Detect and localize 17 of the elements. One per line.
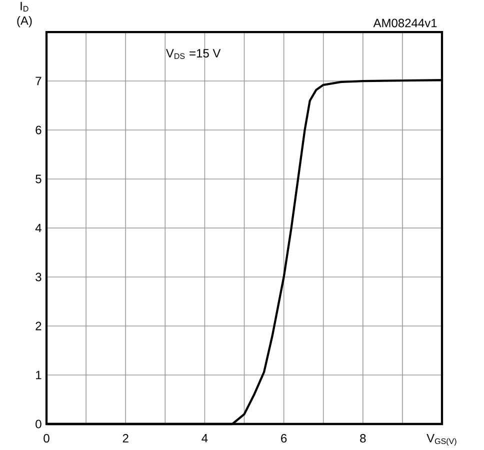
x-tick-label: 2 <box>122 434 128 442</box>
text: AM08244v1 <box>373 18 437 28</box>
x-tick-label: 8 <box>360 434 366 443</box>
x-tick-label: 6 <box>281 434 287 443</box>
y-tick-label: 4 <box>35 224 42 232</box>
x-axis-title: V$_{GS(V)}$ <box>426 434 456 446</box>
y-tick-label: 2 <box>36 322 42 330</box>
y-tick-label: 6 <box>36 126 42 134</box>
y-tick-label: 3 <box>36 272 42 282</box>
y-tick-label: 5 <box>36 174 42 184</box>
y-tick-label: 1 <box>36 370 42 380</box>
x-tick-label: 4 <box>202 434 208 442</box>
y-tick-label: 7 <box>36 76 42 86</box>
x-tick-label: 0 <box>44 434 50 443</box>
annotation: V$_{DS}$ =15 V <box>166 49 221 59</box>
y-axis-title: I$_{D}$ (A) <box>17 2 32 28</box>
y-tick-label: 0 <box>36 420 42 428</box>
